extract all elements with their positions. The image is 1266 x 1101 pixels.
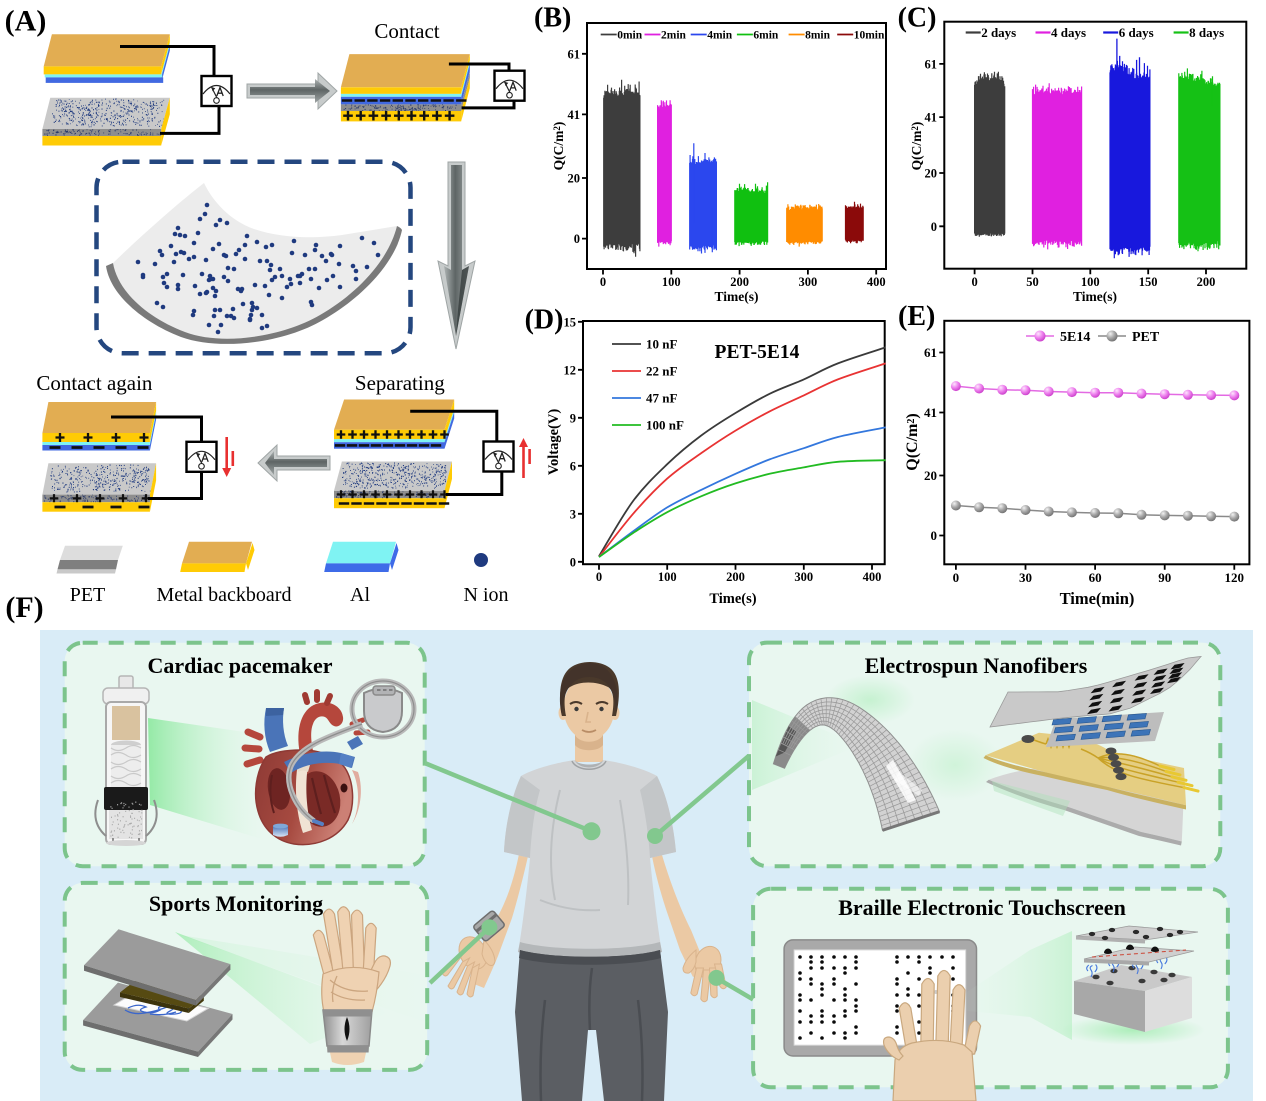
- svg-text:Time(min): Time(min): [1060, 589, 1135, 608]
- svg-text:5E14: 5E14: [1060, 330, 1090, 345]
- svg-text:41: 41: [924, 405, 937, 420]
- svg-text:20: 20: [924, 468, 937, 483]
- svg-text:200: 200: [1197, 275, 1216, 289]
- svg-text:50: 50: [1026, 275, 1039, 289]
- svg-text:300: 300: [794, 570, 813, 584]
- svg-text:61: 61: [924, 345, 937, 360]
- svg-text:10 nF: 10 nF: [646, 337, 677, 352]
- svg-text:(A): (A): [5, 5, 47, 38]
- svg-text:200: 200: [730, 275, 749, 289]
- svg-text:6min: 6min: [753, 30, 779, 42]
- svg-text:120: 120: [1225, 570, 1245, 585]
- svg-text:10min: 10min: [854, 30, 885, 42]
- svg-text:61: 61: [925, 57, 938, 71]
- svg-text:PET-5E14: PET-5E14: [715, 342, 800, 363]
- svg-text:Time(s): Time(s): [715, 289, 759, 304]
- svg-text:60: 60: [1089, 570, 1102, 585]
- svg-text:N ion: N ion: [464, 584, 509, 606]
- svg-text:61: 61: [568, 47, 581, 61]
- svg-text:(E): (E): [898, 301, 935, 332]
- svg-text:100: 100: [1081, 275, 1100, 289]
- svg-text:0: 0: [574, 232, 580, 246]
- svg-text:Metal backboard: Metal backboard: [157, 584, 292, 606]
- svg-text:PET: PET: [70, 584, 106, 606]
- svg-text:0: 0: [931, 220, 937, 234]
- svg-text:8min: 8min: [805, 30, 831, 42]
- svg-text:47 nF: 47 nF: [646, 391, 677, 406]
- svg-text:12: 12: [564, 363, 577, 377]
- svg-text:Voltage(V): Voltage(V): [546, 409, 562, 475]
- svg-text:Q(C/m2): Q(C/m2): [904, 413, 921, 470]
- svg-text:Contact again: Contact again: [36, 371, 153, 395]
- svg-text:0: 0: [600, 275, 606, 289]
- svg-text:6 days: 6 days: [1119, 25, 1154, 40]
- svg-text:3: 3: [570, 507, 576, 521]
- svg-text:90: 90: [1158, 570, 1171, 585]
- svg-text:Time(s): Time(s): [1073, 289, 1117, 304]
- svg-text:(D): (D): [525, 305, 564, 336]
- svg-text:Contact: Contact: [374, 19, 439, 43]
- svg-text:Al: Al: [350, 584, 370, 606]
- svg-text:0: 0: [953, 570, 960, 585]
- svg-text:41: 41: [925, 111, 938, 125]
- svg-text:Separating: Separating: [355, 371, 445, 395]
- svg-text:8 days: 8 days: [1189, 25, 1224, 40]
- svg-text:4min: 4min: [707, 30, 733, 42]
- svg-text:(C): (C): [898, 3, 937, 34]
- svg-text:4 days: 4 days: [1051, 25, 1086, 40]
- svg-text:Sports Monitoring: Sports Monitoring: [149, 891, 323, 916]
- svg-text:Q(C/m2): Q(C/m2): [909, 122, 924, 171]
- svg-text:400: 400: [867, 275, 886, 289]
- svg-text:400: 400: [863, 570, 882, 584]
- svg-text:100: 100: [658, 570, 677, 584]
- svg-text:(F): (F): [5, 591, 43, 624]
- svg-text:15: 15: [564, 315, 577, 329]
- svg-text:0: 0: [570, 555, 576, 569]
- svg-text:0: 0: [596, 570, 602, 584]
- svg-text:6: 6: [570, 459, 576, 473]
- svg-text:30: 30: [1019, 570, 1032, 585]
- svg-text:20: 20: [925, 167, 938, 181]
- svg-text:100: 100: [662, 275, 681, 289]
- svg-text:Q(C/m2): Q(C/m2): [551, 122, 566, 171]
- svg-text:41: 41: [568, 108, 581, 122]
- svg-text:9: 9: [570, 411, 576, 425]
- svg-text:0: 0: [931, 528, 938, 543]
- svg-text:2 days: 2 days: [981, 25, 1016, 40]
- svg-text:Electrospun Nanofibers: Electrospun Nanofibers: [865, 653, 1088, 678]
- svg-text:100 nF: 100 nF: [646, 418, 684, 433]
- svg-text:Braille Electronic Touchscreen: Braille Electronic Touchscreen: [838, 895, 1126, 920]
- svg-text:2min: 2min: [661, 30, 687, 42]
- svg-text:Time(s): Time(s): [709, 591, 756, 607]
- svg-text:300: 300: [799, 275, 818, 289]
- svg-text:0: 0: [971, 275, 977, 289]
- svg-text:0min: 0min: [617, 30, 643, 42]
- svg-text:Cardiac pacemaker: Cardiac pacemaker: [147, 653, 332, 678]
- svg-text:PET: PET: [1132, 330, 1160, 345]
- svg-text:150: 150: [1139, 275, 1158, 289]
- svg-text:200: 200: [726, 570, 745, 584]
- svg-text:(B): (B): [534, 3, 571, 34]
- svg-text:20: 20: [568, 172, 581, 186]
- svg-text:22 nF: 22 nF: [646, 364, 677, 379]
